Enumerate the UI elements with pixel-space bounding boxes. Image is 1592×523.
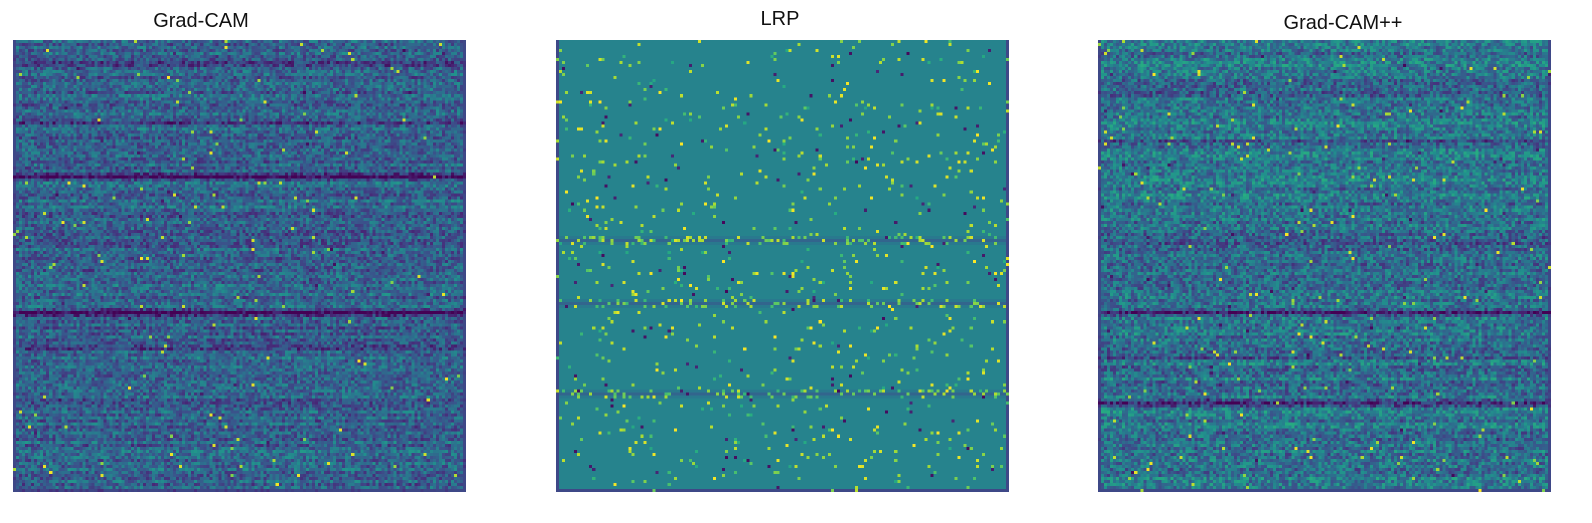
heatmap-lrp: [556, 40, 1009, 492]
heatmap-gradcam-plus-plus: [1098, 40, 1551, 492]
chart-title-gradcam: Grad-CAM: [153, 10, 249, 32]
chart-title-gradcam-plus-plus: Grad-CAM++: [1283, 12, 1403, 34]
chart-title-lrp: LRP: [760, 8, 800, 30]
heatmap-gradcam: [13, 40, 466, 492]
